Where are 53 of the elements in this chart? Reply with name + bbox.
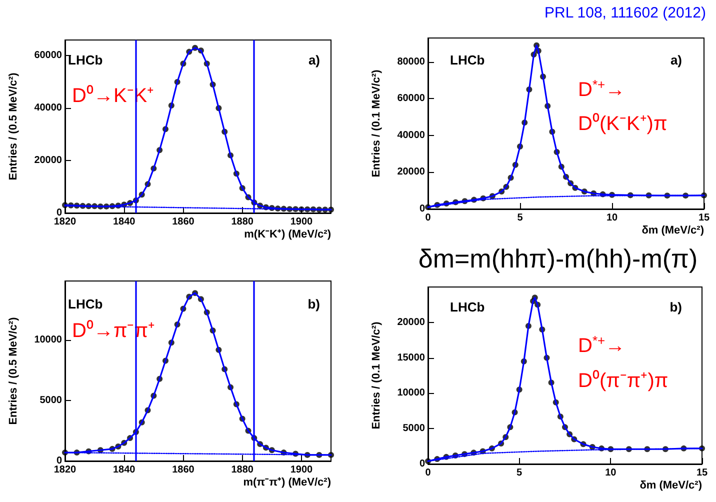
x-tick-label: 10 [606,212,618,224]
annotation: LHCb [450,52,485,68]
x-tick-label: 1840 [112,464,136,476]
y-tick-label: 15000 [397,352,426,364]
x-tick-label: 15 [698,212,710,224]
x-tick-label: 5 [516,468,523,478]
x-axis-title: m(π⁻π⁺) (MeV/c²) [243,476,332,488]
annotation: a) [670,52,682,68]
x-tick-label: 1840 [112,216,136,228]
annotation: b) [670,299,682,314]
y-axis-title: Entries / (0.1 MeV/c²) [370,69,382,178]
x-tick-label: 1860 [172,464,195,476]
annotation: a) [308,52,320,68]
y-axis-title: Entries / (0.5 MeV/c²) [8,316,20,425]
x-tick-label: 1880 [231,464,254,476]
annotation: LHCb [450,299,485,314]
y-tick-label: 5000 [40,395,62,406]
x-tick-label: 15 [696,468,708,478]
y-tick-label: 10000 [397,388,426,399]
x-axis-title: δm (MeV/c²) [640,480,702,492]
annotation: D⁰(K⁻K⁺)π [578,112,668,135]
y-tick-label: 0 [419,204,426,214]
text: δm=m(hhπ)-m(hh)-m(π) [418,244,698,274]
text: PRL 108, 111602 (2012) [544,4,706,22]
x-axis-title: δm (MeV/c²) [642,224,704,236]
annotation: LHCb [68,296,103,312]
x-tick-label: 1820 [54,464,77,476]
x-tick-label: 1880 [231,216,254,228]
y-tick-label: 10000 [34,334,62,346]
annotation: D*+→ [578,333,626,357]
annotation: b) [308,296,320,312]
y-tick-label: 20000 [397,166,426,178]
x-tick-label: 1820 [54,216,77,228]
y-tick-label: 20000 [34,155,62,166]
x-tick-label: 1900 [290,216,314,228]
x-tick-label: 10 [605,468,617,478]
x-tick-label: 1860 [172,216,195,228]
annotation: D*+→ [578,77,626,101]
x-tick-label: 5 [517,212,524,224]
y-tick-label: 20000 [397,316,426,328]
x-axis-title: m(K⁻K⁺) (MeV/c²) [244,228,332,240]
y-tick-label: 80000 [397,56,426,68]
y-tick-label: 5000 [402,423,426,434]
annotation: D⁰(π⁻π⁺)π [578,369,668,392]
y-tick-label: 40000 [34,102,62,114]
annotation: LHCb [68,52,103,68]
y-tick-label: 40000 [397,130,426,141]
y-tick-label: 60000 [397,93,426,104]
x-tick-label: 1900 [290,464,314,476]
y-tick-label: 60000 [34,50,62,62]
y-axis-title: Entries / (0.5 MeV/c²) [8,72,20,180]
y-axis-title: Entries / (0.1 MeV/c²) [370,321,382,430]
y-tick-label: 0 [56,456,62,466]
